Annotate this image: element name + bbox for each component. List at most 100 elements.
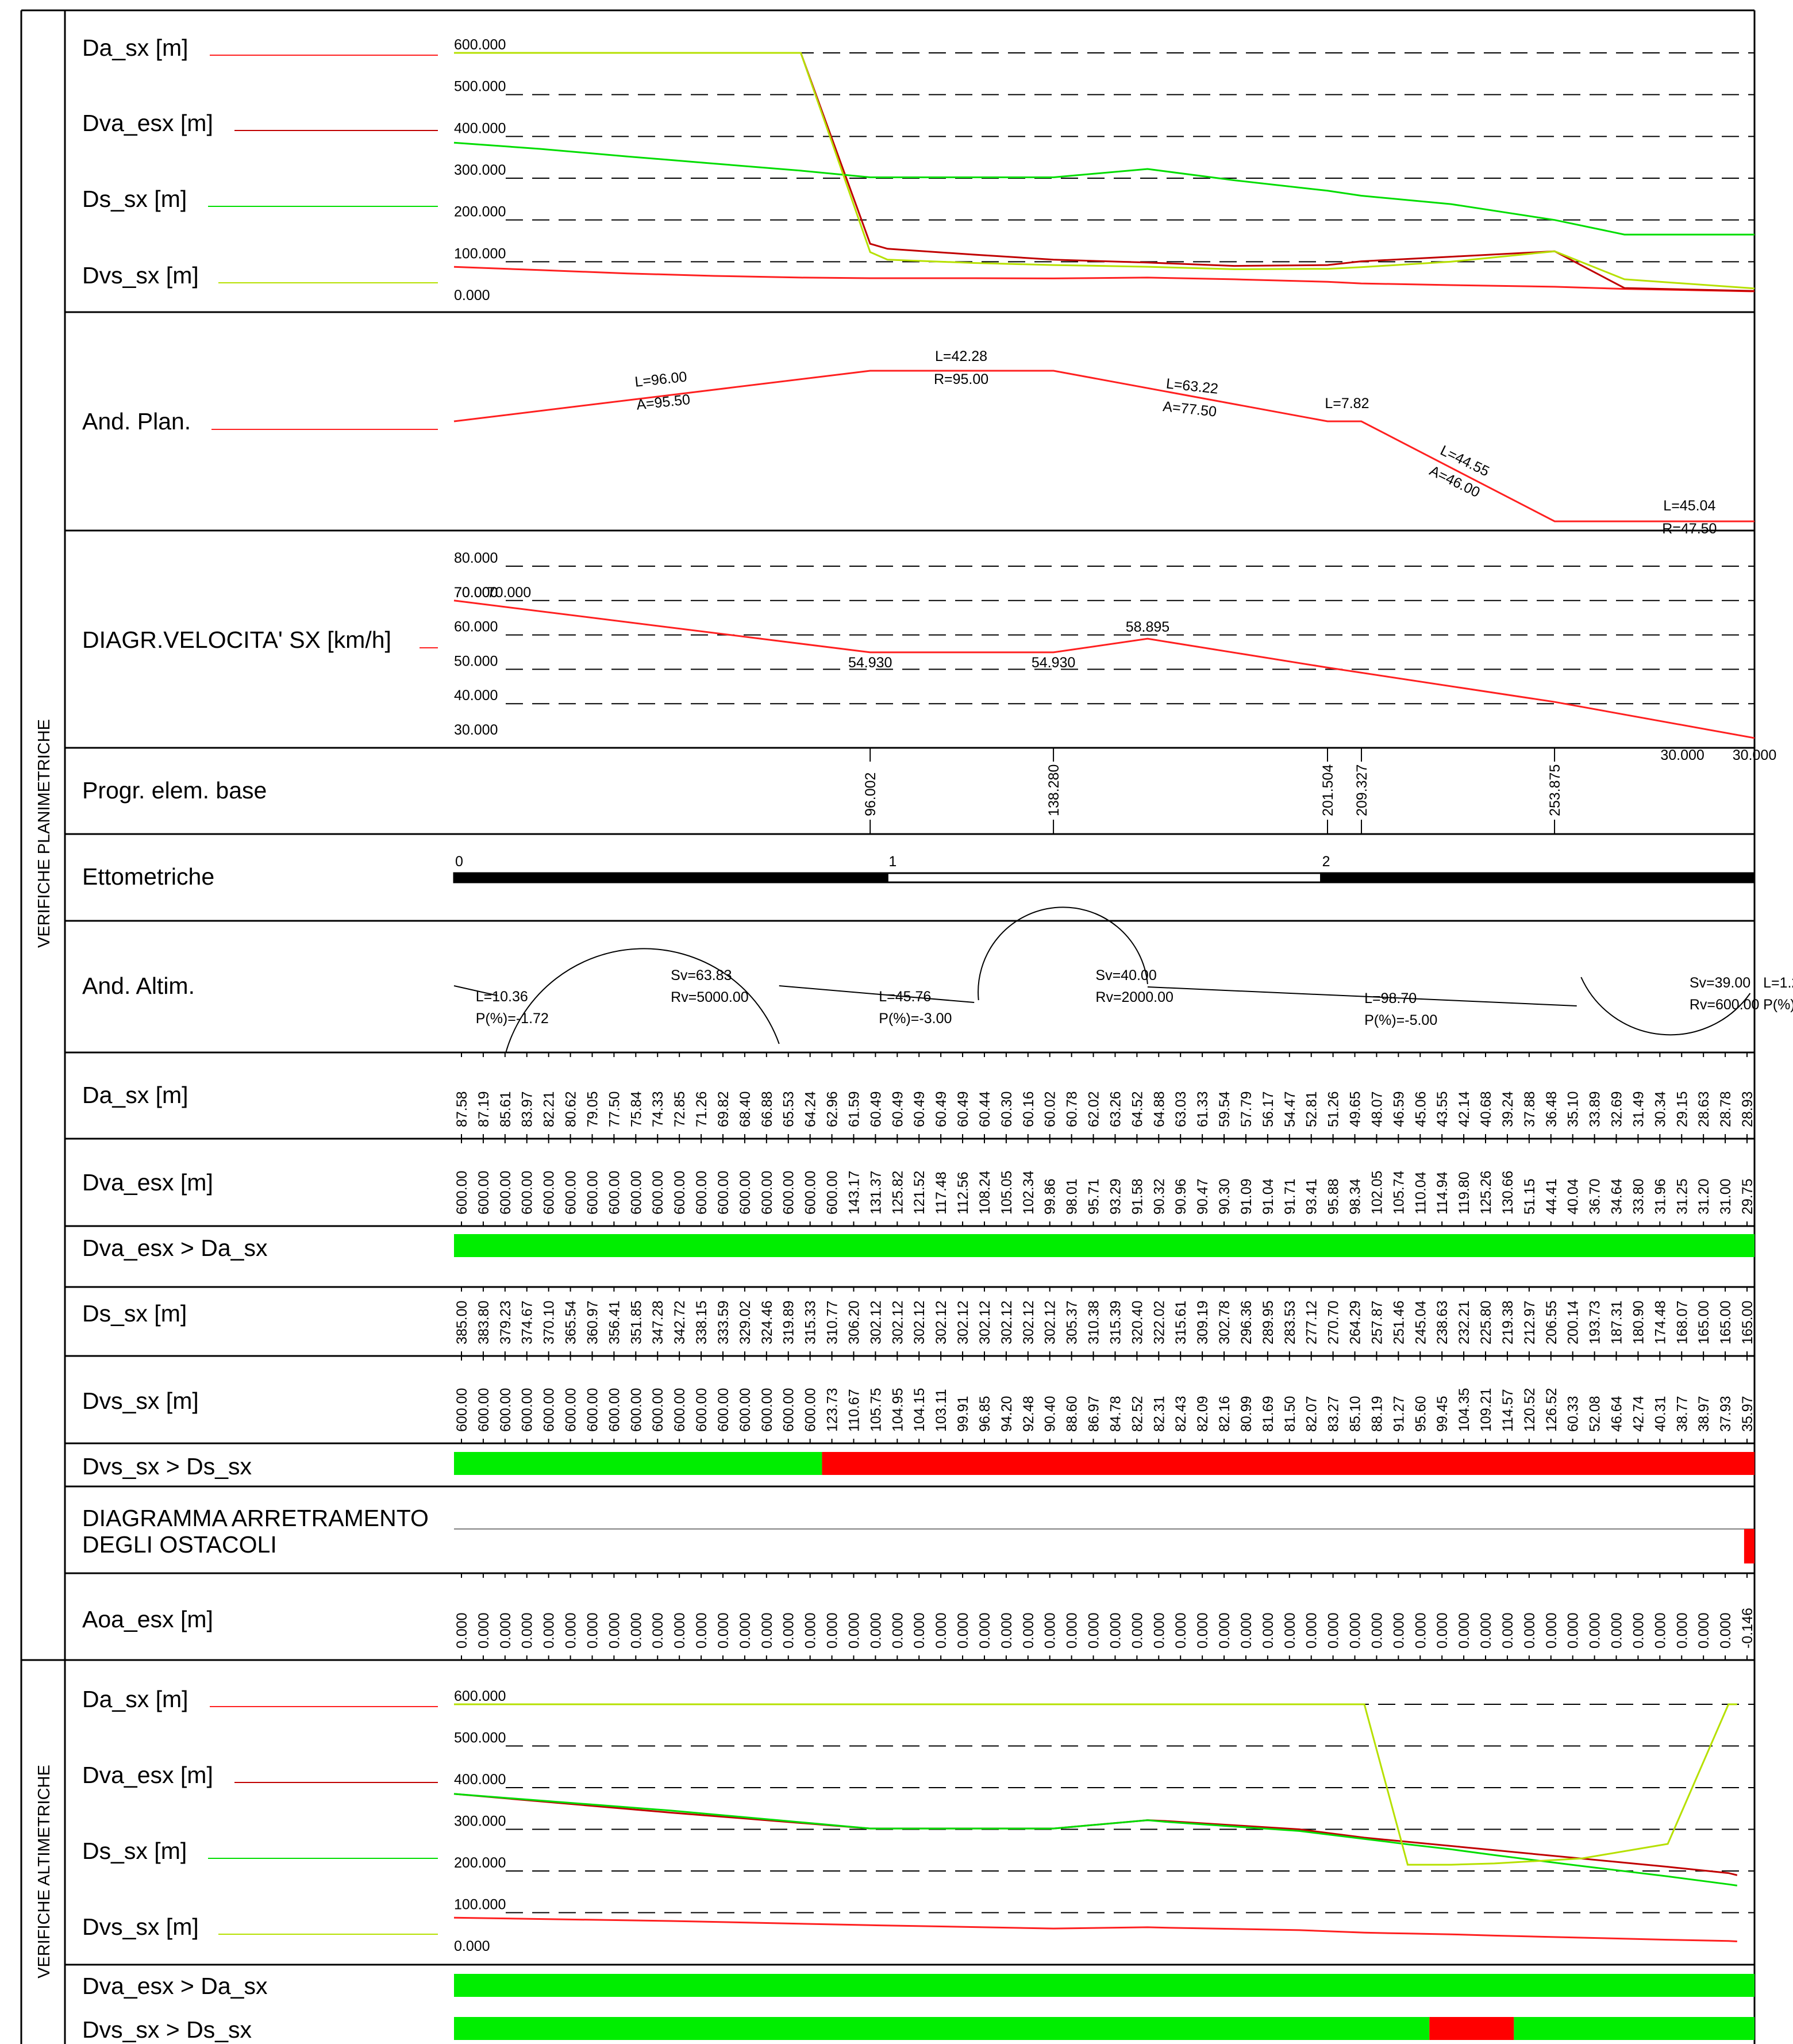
- da_sx-value: 28.93: [1740, 1091, 1756, 1127]
- dvs_sx-value: 94.20: [999, 1396, 1015, 1432]
- dvs_sx-value: 91.27: [1391, 1396, 1407, 1432]
- row-label-and-plan: And. Plan.: [82, 408, 191, 435]
- aoa-value: 0.000: [694, 1612, 710, 1649]
- aoa-value: 0.000: [1696, 1612, 1712, 1649]
- dva_esx-value: 114.94: [1434, 1171, 1450, 1215]
- da_sx-value: 77.50: [606, 1091, 622, 1127]
- dvs_sx-value: 105.75: [868, 1388, 884, 1432]
- aoa-value: 0.000: [454, 1612, 470, 1649]
- plan-label-l: L=45.04: [1663, 498, 1715, 514]
- da_sx-value: 87.58: [454, 1091, 470, 1127]
- progr-label: 138.280: [1046, 764, 1062, 816]
- row-label-and-altim: And. Altim.: [82, 973, 195, 999]
- ds_sx-value: 324.46: [759, 1301, 775, 1344]
- da_sx-value: 60.49: [933, 1091, 949, 1127]
- dvs_sx-value: 600.00: [454, 1388, 470, 1432]
- aoa-value: 0.000: [1304, 1612, 1320, 1649]
- dva_esx-value: 600.00: [563, 1171, 579, 1215]
- dva_esx-value: 125.82: [890, 1171, 906, 1215]
- dvs_sx-value: 90.40: [1042, 1396, 1059, 1432]
- da_sx-value: 33.89: [1587, 1091, 1603, 1127]
- y-tick-label: 200.000: [454, 1855, 506, 1871]
- series-line-dva-esx--m-: [453, 1793, 1738, 1876]
- legend-bottom: Da_sx [m] Dva_esx [m] Ds_sx [m] Dvs_sx […: [82, 1686, 438, 1940]
- legend-da-sx: Da_sx [m]: [82, 34, 188, 61]
- ds_sx-value: 174.48: [1652, 1301, 1668, 1344]
- speed-data-label: 30.000: [1660, 747, 1704, 763]
- dvs_sx-value: 600.00: [541, 1388, 557, 1432]
- aoa-value: 0.000: [650, 1612, 666, 1649]
- da_sx-value: 75.84: [628, 1091, 644, 1127]
- dva_esx-value: 600.00: [737, 1171, 753, 1215]
- ds_sx-value: 342.72: [672, 1301, 688, 1344]
- speed-y-tick: 80.000: [454, 550, 498, 566]
- ds_sx-value: 212.97: [1522, 1301, 1538, 1344]
- ds_sx-value: 165.00: [1696, 1301, 1712, 1344]
- progr-label: 96.002: [863, 773, 879, 816]
- da_sx-value: 74.33: [650, 1091, 666, 1127]
- values-dva-esx: 600.00 600.00 600.00 600.00 600.00 600.00 600.…: [454, 1139, 1756, 1226]
- dva_esx-value: 105.74: [1391, 1170, 1407, 1215]
- row-label-dva-esx: Dva_esx [m]: [82, 1169, 213, 1196]
- aoa-value: 0.000: [476, 1612, 492, 1649]
- dva_esx-value: 95.71: [1086, 1178, 1102, 1215]
- dvs_sx-value: 37.93: [1718, 1396, 1734, 1432]
- ds_sx-value: 302.78: [1217, 1301, 1233, 1344]
- dvs_sx-value: 46.64: [1609, 1396, 1625, 1432]
- aoa-value: 0.000: [890, 1612, 906, 1649]
- y-tick-label: 200.000: [454, 204, 506, 220]
- dvs_sx-value: 600.00: [694, 1388, 710, 1432]
- da_sx-value: 31.49: [1630, 1091, 1646, 1127]
- aoa-value: 0.000: [628, 1612, 644, 1649]
- ds_sx-value: 333.59: [715, 1301, 732, 1344]
- check-bar-alt-dvs: [454, 2017, 1754, 2040]
- dvs_sx-value: 114.57: [1500, 1389, 1516, 1432]
- da_sx-value: 62.96: [825, 1091, 841, 1127]
- da_sx-value: 85.61: [498, 1091, 514, 1127]
- dva_esx-value: 31.96: [1652, 1178, 1668, 1215]
- ds_sx-value: 238.63: [1434, 1301, 1450, 1344]
- dvs_sx-value: 600.00: [628, 1388, 644, 1432]
- da_sx-value: 60.30: [999, 1091, 1015, 1127]
- aoa-value: 0.000: [1674, 1612, 1690, 1649]
- speed-y-tick: 70.000: [454, 585, 498, 601]
- y-tick-label: 300.000: [454, 162, 506, 178]
- dvs_sx-value: 82.07: [1304, 1396, 1320, 1432]
- check-segment-ok: [454, 1452, 822, 1475]
- ds_sx-value: 277.12: [1304, 1301, 1320, 1344]
- dvs_sx-value: 600.00: [584, 1388, 601, 1432]
- row-label-check-dva: Dva_esx > Da_sx: [82, 1235, 268, 1261]
- altim-grade-line: [1147, 986, 1577, 1006]
- aoa-value: 0.000: [1064, 1612, 1080, 1649]
- values-dvs-sx: 600.00 600.00 600.00 600.00 600.00 600.00 600.…: [454, 1356, 1756, 1443]
- aoa-value: 0.000: [1151, 1612, 1167, 1649]
- dva_esx-value: 90.47: [1195, 1178, 1211, 1215]
- dva_esx-value: 110.04: [1413, 1171, 1429, 1215]
- legend-alt-da-sx: Da_sx [m]: [82, 1686, 188, 1712]
- dvs_sx-value: 600.00: [563, 1388, 579, 1432]
- dva_esx-value: 600.00: [781, 1171, 797, 1215]
- dva_esx-value: 90.96: [1173, 1178, 1189, 1215]
- dvs_sx-value: 42.74: [1630, 1396, 1646, 1432]
- ds_sx-value: 309.19: [1195, 1301, 1211, 1344]
- legend-alt-dva-esx: Dva_esx [m]: [82, 1762, 213, 1788]
- da_sx-value: 63.03: [1173, 1091, 1189, 1127]
- dva_esx-value: 51.15: [1522, 1178, 1538, 1215]
- ds_sx-value: 310.77: [825, 1301, 841, 1344]
- y-tick-label: 500.000: [454, 1730, 506, 1746]
- ds_sx-value: 180.90: [1630, 1301, 1646, 1344]
- da_sx-value: 69.82: [715, 1091, 732, 1127]
- aoa-value: 0.000: [846, 1612, 862, 1649]
- visibility-chart-plan: 600.000 500.000 400.000 300.000 200.000 100.0…: [453, 37, 1755, 303]
- y-tick-label: 0.000: [454, 287, 490, 303]
- check-bar-alt-dva: [454, 1974, 1754, 1997]
- aoa-value: 0.000: [1042, 1612, 1059, 1649]
- dvs_sx-value: 38.77: [1674, 1396, 1690, 1432]
- arretr-red-zone: [1744, 1529, 1754, 1563]
- ds_sx-value: 302.12: [868, 1301, 884, 1344]
- plan-label-param: R=47.50: [1662, 521, 1717, 537]
- dvs_sx-value: 600.00: [520, 1388, 536, 1432]
- speed-data-label: 54.930: [1032, 655, 1075, 671]
- aoa-value: 0.000: [911, 1612, 928, 1649]
- ds_sx-value: 200.14: [1565, 1300, 1582, 1344]
